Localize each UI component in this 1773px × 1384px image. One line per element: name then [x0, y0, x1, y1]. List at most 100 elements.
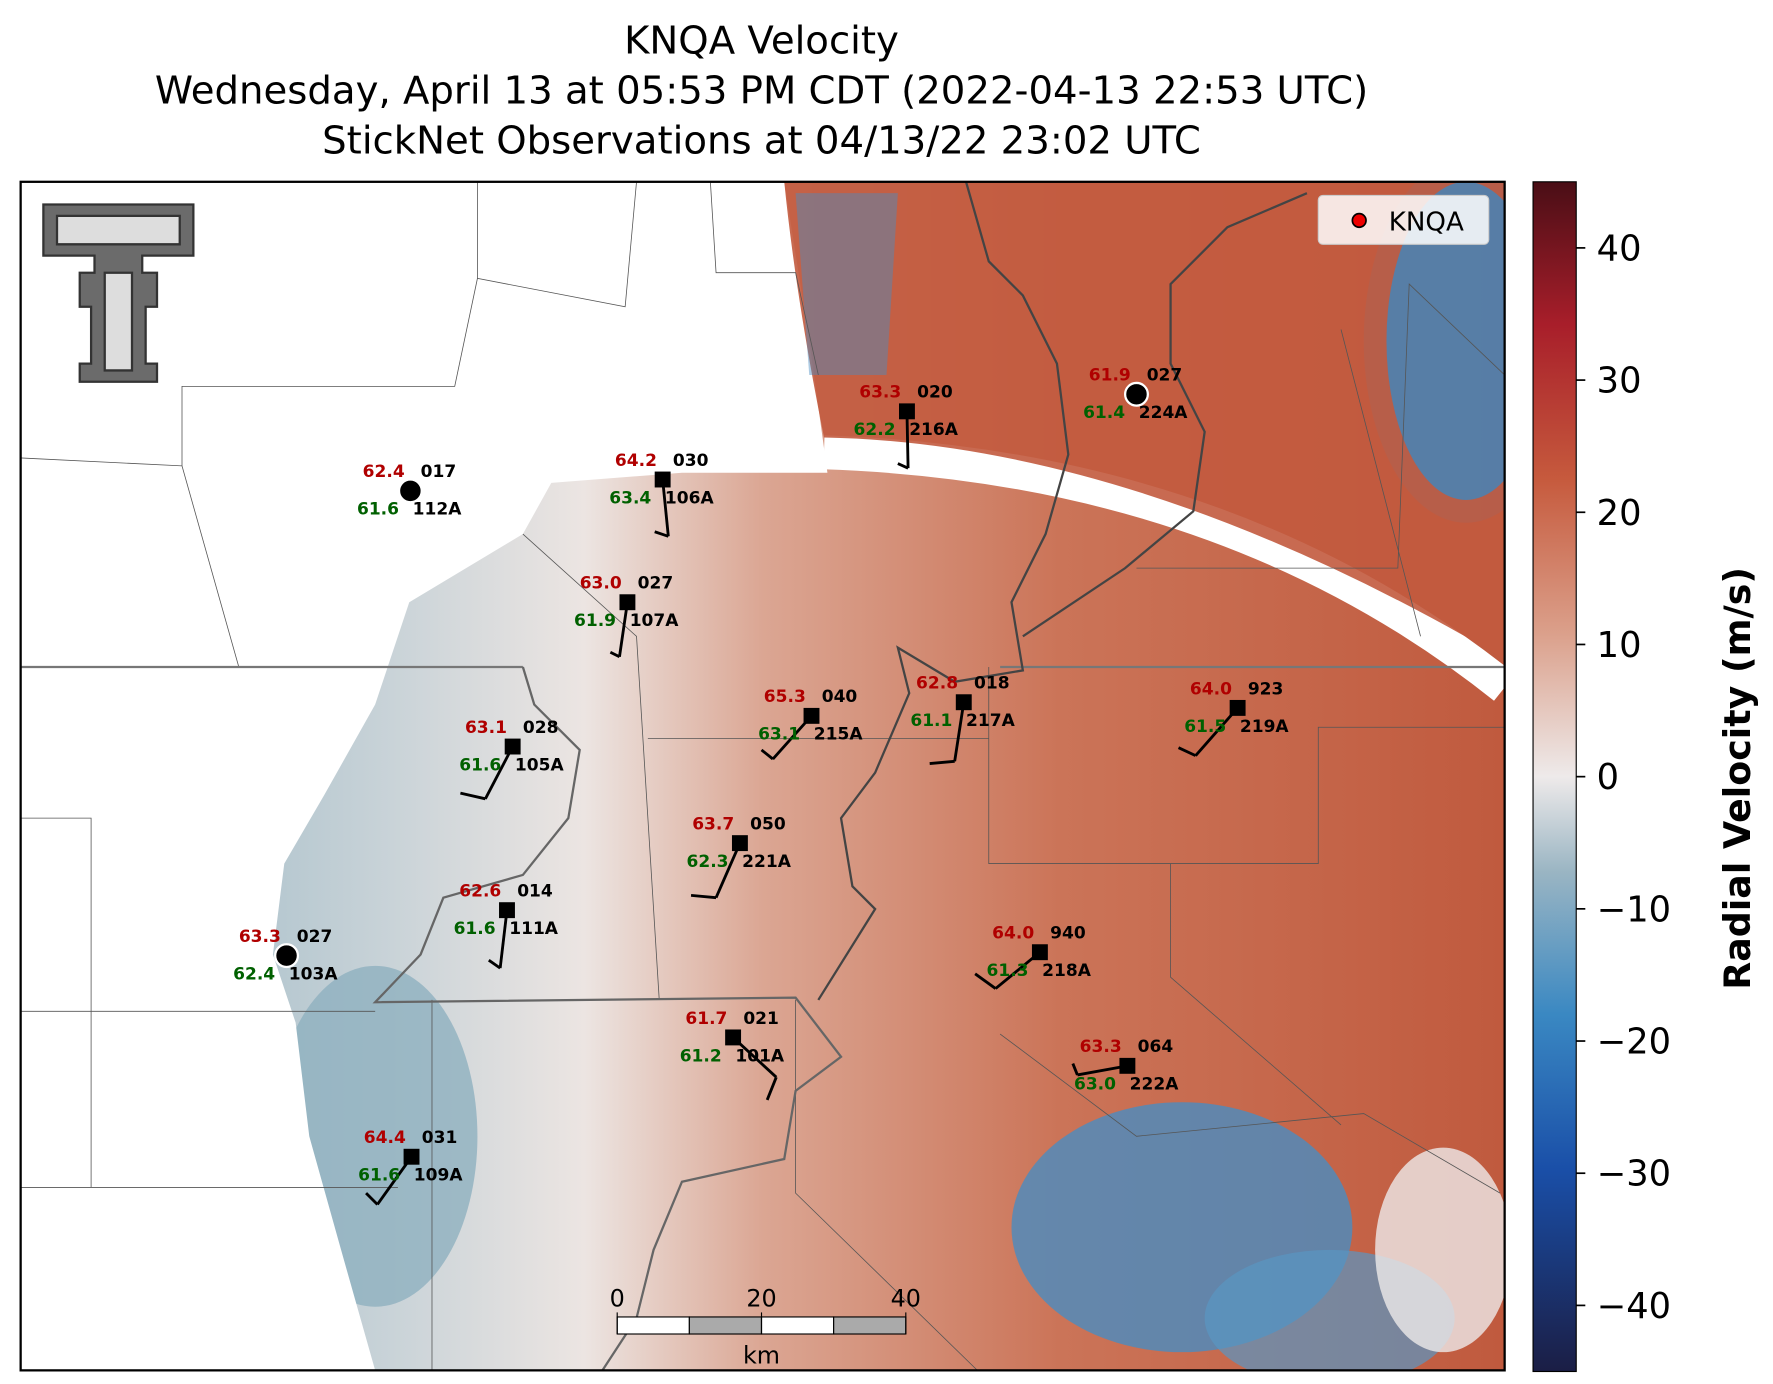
wind-barb: [714, 842, 742, 899]
wind-barb: [498, 910, 509, 969]
station-id: 216A: [909, 420, 959, 440]
station: 61.7 021 61.2 101A: [680, 1009, 785, 1101]
colorbar-tick-label: −10: [1597, 889, 1671, 930]
station-id: 219A: [1240, 717, 1290, 737]
station-value: 027: [1147, 366, 1183, 386]
station-id: 105A: [515, 755, 565, 775]
station-marker: [1229, 699, 1246, 716]
temperature: 62.4: [363, 462, 405, 482]
station-id: 222A: [1130, 1075, 1180, 1095]
colorbar-tick-label: 20: [1597, 493, 1642, 534]
station: 64.0 940 61.3 218A: [974, 924, 1092, 990]
logo: [42, 203, 195, 383]
dewpoint: 61.1: [910, 711, 952, 731]
scale-segment: [616, 1316, 690, 1335]
wind-barb: [905, 411, 910, 469]
wind-barb: [1077, 1064, 1128, 1077]
station-value: 028: [523, 718, 559, 738]
legend-label: KNQA: [1389, 208, 1464, 238]
station-value: 021: [743, 1009, 779, 1029]
temperature: 63.3: [859, 383, 901, 403]
station-value: 030: [673, 451, 709, 471]
colorbar-tick-label: 30: [1597, 361, 1642, 402]
station-value: 064: [1138, 1037, 1174, 1057]
station: 62.8 018 61.1 217A: [910, 674, 1016, 766]
station-id: 109A: [414, 1166, 464, 1186]
temperature: 64.4: [364, 1128, 406, 1148]
station-id: 218A: [1042, 961, 1092, 981]
wind-barb-flag: [690, 893, 717, 900]
station-id: 111A: [509, 919, 559, 939]
station-value: 018: [974, 674, 1010, 694]
station-value: 020: [917, 383, 953, 403]
dewpoint: 63.0: [1074, 1075, 1116, 1095]
station-id: 101A: [735, 1046, 785, 1066]
station-id: 224A: [1139, 403, 1189, 423]
dewpoint: 61.6: [358, 1166, 400, 1186]
station-marker: [803, 707, 820, 724]
subtitle: StickNet Observations at 04/13/22 23:02 …: [322, 118, 1201, 163]
temperature: 64.2: [615, 451, 657, 471]
station: 63.3 020 62.2 216A: [854, 383, 959, 470]
scale-segment: [688, 1316, 763, 1335]
wind-barb-flag: [460, 791, 486, 801]
station-value: 040: [822, 687, 858, 707]
wind-barb-flag: [654, 530, 669, 538]
station-value: 940: [1050, 924, 1086, 944]
station-marker: [1119, 1057, 1136, 1074]
colorbar-tick-label: −20: [1597, 1022, 1671, 1063]
station-marker: [725, 1029, 742, 1046]
station: 63.1 028 61.6 105A: [459, 718, 565, 801]
temperature: 61.7: [685, 1009, 727, 1029]
station-id: 106A: [665, 488, 715, 508]
scale-label: 40: [891, 1285, 921, 1313]
temperature: 63.3: [239, 927, 281, 947]
station-id: 107A: [630, 611, 680, 631]
station: 64.0 923 61.5 219A: [1177, 679, 1290, 757]
station-marker: [1031, 944, 1048, 961]
temperature: 63.3: [1080, 1037, 1122, 1057]
colorbar-tick-label: 10: [1597, 625, 1642, 666]
wind-barb-flag: [897, 462, 909, 470]
scale-label: 0: [610, 1285, 625, 1313]
temperature: 62.6: [459, 882, 501, 902]
temperature: 64.0: [1190, 679, 1232, 699]
scale-segment: [833, 1316, 907, 1335]
station: 62.4 017 61.6 112A: [357, 462, 462, 519]
station-value: 027: [638, 574, 674, 594]
colorbar-tick-label: 0: [1597, 757, 1619, 798]
wind-barb-flag: [365, 1192, 379, 1206]
wind-barb-flag: [929, 759, 955, 766]
colorbar-tick-label: −30: [1597, 1154, 1671, 1195]
dewpoint: 61.6: [357, 500, 399, 520]
temperature: 61.9: [1089, 366, 1131, 386]
station: 63.3 064 63.0 222A: [1071, 1037, 1180, 1095]
station: 61.9 027 61.4 224A: [1083, 366, 1188, 423]
station-id: 221A: [742, 852, 792, 872]
station: 64.2 030 63.4 106A: [609, 451, 715, 538]
station-marker: [619, 594, 636, 611]
dewpoint: 62.3: [687, 852, 729, 872]
temperature: 65.3: [764, 687, 806, 707]
map-background: [20, 181, 1505, 1371]
station-value: 031: [422, 1128, 458, 1148]
legend-box: [1317, 194, 1490, 245]
colorbar-tick-label: −40: [1597, 1286, 1671, 1327]
wind-barb: [618, 602, 629, 657]
radar-site-marker: [1123, 381, 1149, 407]
colorbar: [1532, 181, 1577, 1373]
station-value: 923: [1248, 679, 1284, 699]
scale-unit: km: [743, 1342, 780, 1370]
radar-site-marker: [397, 478, 423, 504]
radar-site-marker: [274, 943, 300, 969]
station-marker: [403, 1148, 420, 1165]
station-value: 014: [517, 882, 553, 902]
temperature: 62.8: [916, 674, 958, 694]
wind-barb: [661, 479, 670, 537]
wind-barb-flag: [1177, 746, 1197, 757]
station-marker: [731, 835, 748, 852]
dewpoint: 62.2: [854, 420, 896, 440]
subtitle: Wednesday, April 13 at 05:53 PM CDT (202…: [155, 68, 1368, 113]
dewpoint: 62.4: [233, 964, 275, 984]
